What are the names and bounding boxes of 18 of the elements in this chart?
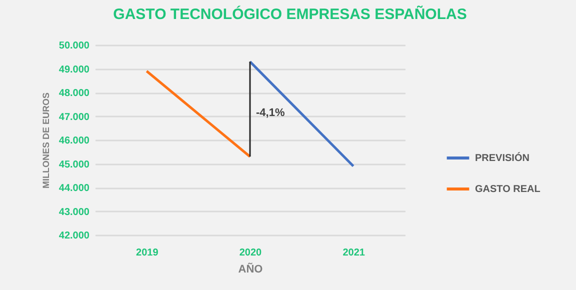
chart-title: GASTO TECNOLÓGICO EMPRESAS ESPAÑOLAS (113, 5, 467, 23)
y-tick-label: 50.000 (58, 40, 90, 52)
y-tick-label: 48.000 (58, 88, 90, 99)
legend-label: GASTO REAL (475, 184, 540, 195)
y-tick-label: 49.000 (58, 64, 90, 76)
x-axis-title: AÑO (238, 262, 264, 276)
y-tick-label: 47.000 (58, 112, 90, 123)
y-tick-label: 42.000 (58, 230, 90, 242)
x-tick-label: 2021 (342, 248, 366, 258)
legend-label: PREVISIÓN (475, 152, 530, 164)
y-tick-label: 44.000 (58, 183, 90, 194)
y-tick-label: 46.000 (58, 136, 90, 146)
y-tick-label: 43.000 (58, 206, 90, 218)
annotation: -4,1% (256, 107, 285, 120)
x-tick-label: 2020 (239, 248, 262, 258)
y-axis-title: MILLONES DE EUROS (40, 92, 51, 189)
y-tick-label: 45.000 (58, 159, 90, 170)
x-tick-label: 2019 (136, 248, 159, 258)
